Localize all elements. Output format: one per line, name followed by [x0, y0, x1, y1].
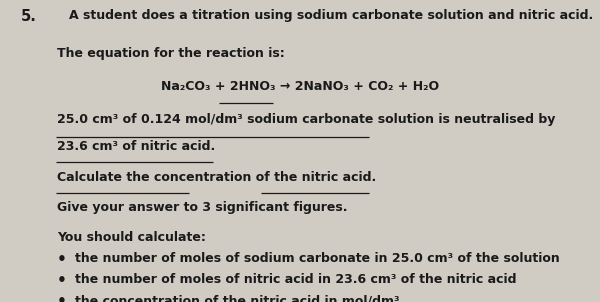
Text: the concentration of the nitric acid in mol/dm³.: the concentration of the nitric acid in … [75, 294, 404, 302]
Text: •: • [57, 294, 67, 302]
Text: 23.6 cm³ of nitric acid.: 23.6 cm³ of nitric acid. [57, 140, 215, 153]
Text: A student does a titration using sodium carbonate solution and nitric acid.: A student does a titration using sodium … [69, 9, 593, 22]
Text: 5.: 5. [21, 9, 37, 24]
Text: Give your answer to 3 significant figures.: Give your answer to 3 significant figure… [57, 201, 347, 214]
Text: the number of moles of nitric acid in 23.6 cm³ of the nitric acid: the number of moles of nitric acid in 23… [75, 273, 517, 286]
Text: the number of moles of sodium carbonate in 25.0 cm³ of the solution: the number of moles of sodium carbonate … [75, 252, 560, 265]
Text: •: • [57, 252, 67, 267]
Text: •: • [57, 273, 67, 288]
Text: Na₂CO₃ + 2HNO₃ → 2NaNO₃ + CO₂ + H₂O: Na₂CO₃ + 2HNO₃ → 2NaNO₃ + CO₂ + H₂O [161, 80, 439, 93]
Text: Calculate the concentration of the nitric acid.: Calculate the concentration of the nitri… [57, 171, 376, 184]
Text: 25.0 cm³ of 0.124 mol/dm³ sodium carbonate solution is neutralised by: 25.0 cm³ of 0.124 mol/dm³ sodium carbona… [57, 113, 556, 126]
Text: You should calculate:: You should calculate: [57, 231, 206, 244]
Text: The equation for the reaction is:: The equation for the reaction is: [57, 47, 285, 60]
